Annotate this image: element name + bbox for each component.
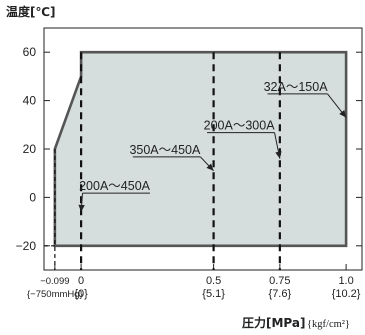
x-tick-label: 1.0 <box>338 275 353 287</box>
annotation-label: 200A〜450A <box>79 179 151 193</box>
y-tick-label: 40 <box>23 94 37 108</box>
x-tick-label: 0.5 <box>206 275 221 287</box>
x-tick-sublabel: {−750mmHg} <box>27 289 83 300</box>
annotation-label: 350A〜450A <box>129 143 201 157</box>
annotation-label: 32A〜150A <box>264 80 329 94</box>
tick-labels: 6040200−20−0.099{−750mmHg}0{0}0.5{5.1}0.… <box>16 45 361 300</box>
annotation-arrowhead <box>275 151 282 159</box>
x-axis-unit: {kgf/cm²} <box>307 319 350 330</box>
x-tick-label: 0.75 <box>269 275 290 287</box>
annotation-label: 200A〜300A <box>204 119 276 133</box>
y-tick-label: −20 <box>16 239 37 253</box>
x-tick-sublabel: {10.2} <box>332 288 361 300</box>
x-tick-label: −0.099 <box>40 276 69 287</box>
chart-title: 温度[℃] <box>6 4 56 19</box>
x-tick-sublabel: {0} <box>74 288 88 300</box>
annotation-arrowhead <box>78 204 85 212</box>
y-tick-label: 20 <box>23 142 37 156</box>
dashed-lines <box>44 52 281 270</box>
annotation-arrowhead <box>206 163 214 171</box>
y-tick-label: 60 <box>23 45 37 59</box>
x-axis-label: 圧力[MPa] <box>242 315 305 330</box>
annotation-arrowhead <box>339 110 347 118</box>
x-tick-label: 0 <box>78 275 84 287</box>
y-tick-label: 0 <box>29 190 36 204</box>
x-tick-sublabel: {7.6} <box>269 288 292 300</box>
x-tick-sublabel: {5.1} <box>202 288 225 300</box>
